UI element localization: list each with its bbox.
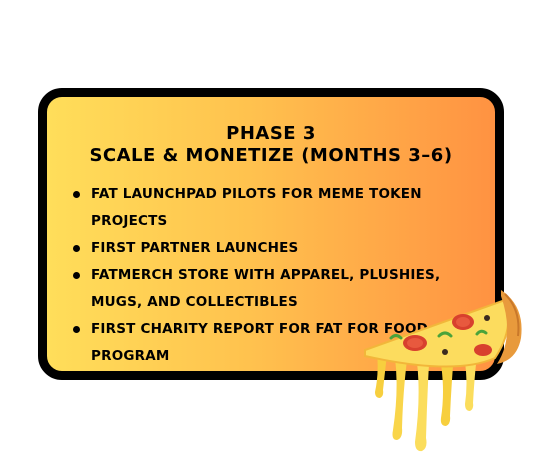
phase-title: Phase 3 bbox=[226, 123, 316, 144]
list-item-text: First charity report for FAT for Food pr… bbox=[91, 321, 429, 364]
pizza-slice-icon bbox=[364, 290, 522, 452]
bullet-dot-icon bbox=[73, 245, 80, 252]
phase-subtitle: Scale & Monetize (Months 3–6) bbox=[89, 145, 453, 166]
bullet-dot-icon bbox=[73, 191, 80, 198]
list-item: First charity report for FAT for Food pr… bbox=[69, 316, 459, 370]
list-item: FATMERCH store with apparel, plushies, m… bbox=[69, 262, 459, 316]
list-item-text: FAT Launchpad pilots for meme token proj… bbox=[91, 186, 422, 229]
phase-item-list: FAT Launchpad pilots for meme token proj… bbox=[69, 181, 459, 370]
list-item: First partner launches bbox=[69, 235, 459, 262]
bullet-dot-icon bbox=[73, 326, 80, 333]
phase-heading: Phase 3 Scale & Monetize (Months 3–6) bbox=[47, 123, 495, 167]
list-item-text: First partner launches bbox=[91, 240, 299, 256]
bullet-dot-icon bbox=[73, 272, 80, 279]
phase-card: Phase 3 Scale & Monetize (Months 3–6) FA… bbox=[38, 88, 504, 380]
list-item: FAT Launchpad pilots for meme token proj… bbox=[69, 181, 459, 235]
list-item-text: FATMERCH store with apparel, plushies, m… bbox=[91, 267, 441, 310]
